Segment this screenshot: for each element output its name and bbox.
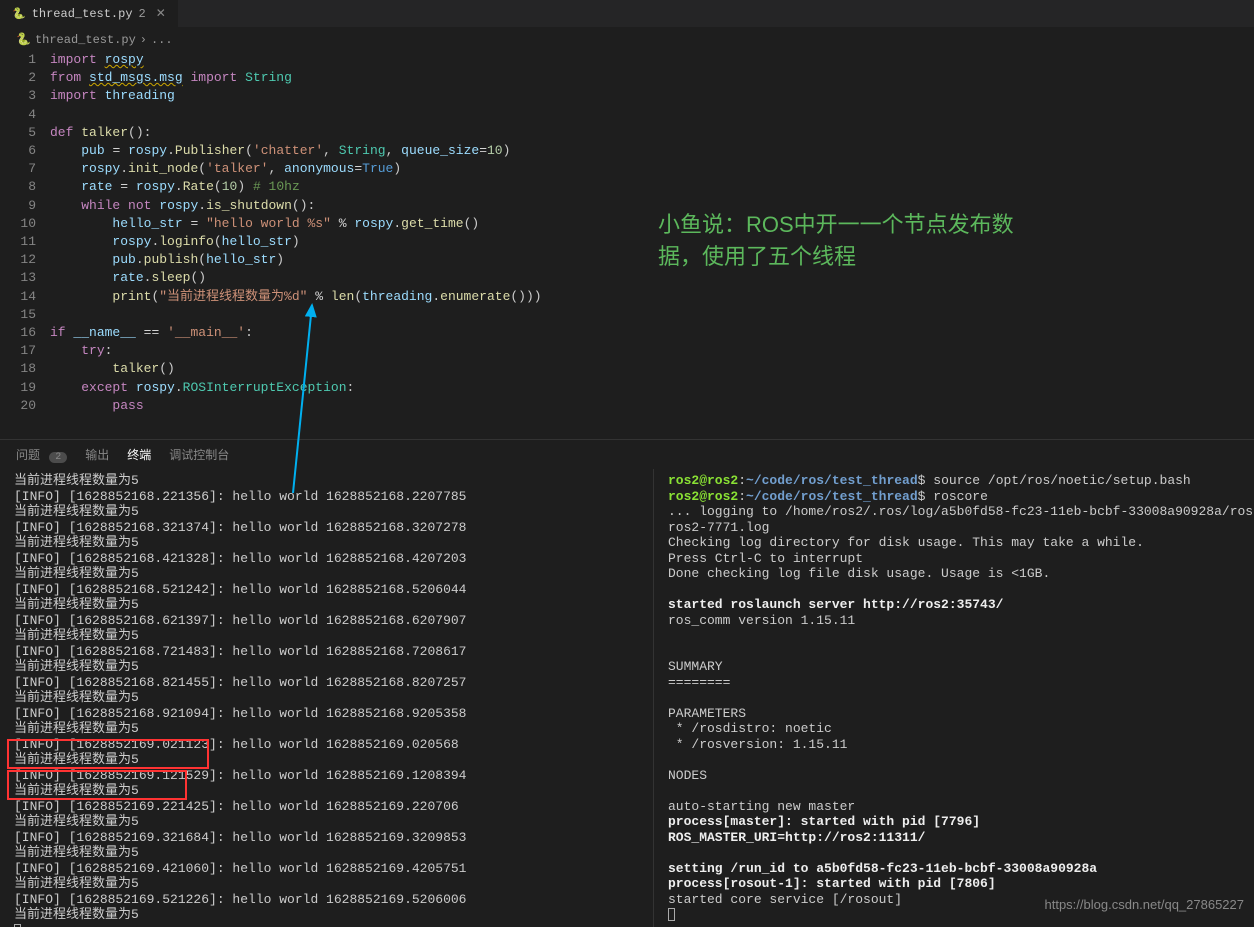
tab-filename: thread_test.py	[32, 7, 133, 21]
terminal-left[interactable]: 当前进程线程数量为5 [INFO] [1628852168.221356]: h…	[0, 469, 654, 927]
terminal-right[interactable]: ros2@ros2:~/code/ros/test_thread$ source…	[654, 469, 1254, 927]
annotation-text: 小鱼说：ROS中开一一个节点发布数据，使用了五个线程	[658, 207, 1014, 271]
close-icon[interactable]: ✕	[156, 6, 166, 21]
line-gutter: 1234567891011121314151617181920	[0, 51, 50, 439]
code-content[interactable]: import rospyfrom std_msgs.msg import Str…	[50, 51, 1254, 439]
python-icon: 🐍	[16, 32, 31, 47]
tab-bar: 🐍 thread_test.py 2 ✕	[0, 0, 1254, 28]
watermark: https://blog.csdn.net/qq_27865227	[1045, 897, 1245, 912]
breadcrumb-file[interactable]: thread_test.py	[35, 33, 136, 47]
highlight-box	[7, 739, 209, 769]
python-icon: 🐍	[12, 7, 26, 21]
breadcrumb: 🐍 thread_test.py › ...	[0, 28, 1254, 51]
panel-tabs: 问题 2 输出 终端 调试控制台	[0, 439, 1254, 469]
highlight-box	[7, 770, 187, 800]
tab-terminal[interactable]: 终端	[127, 446, 151, 463]
file-tab[interactable]: 🐍 thread_test.py 2 ✕	[0, 0, 178, 27]
tab-problems[interactable]: 问题 2	[16, 446, 67, 463]
terminal-area: 当前进程线程数量为5 [INFO] [1628852168.221356]: h…	[0, 469, 1254, 927]
problems-badge: 2	[49, 452, 67, 463]
code-editor[interactable]: 1234567891011121314151617181920 import r…	[0, 51, 1254, 439]
breadcrumb-more[interactable]: ...	[151, 33, 173, 47]
tab-modified: 2	[139, 7, 146, 21]
tab-debug[interactable]: 调试控制台	[169, 446, 229, 463]
breadcrumb-sep: ›	[140, 33, 147, 47]
tab-output[interactable]: 输出	[85, 446, 109, 463]
